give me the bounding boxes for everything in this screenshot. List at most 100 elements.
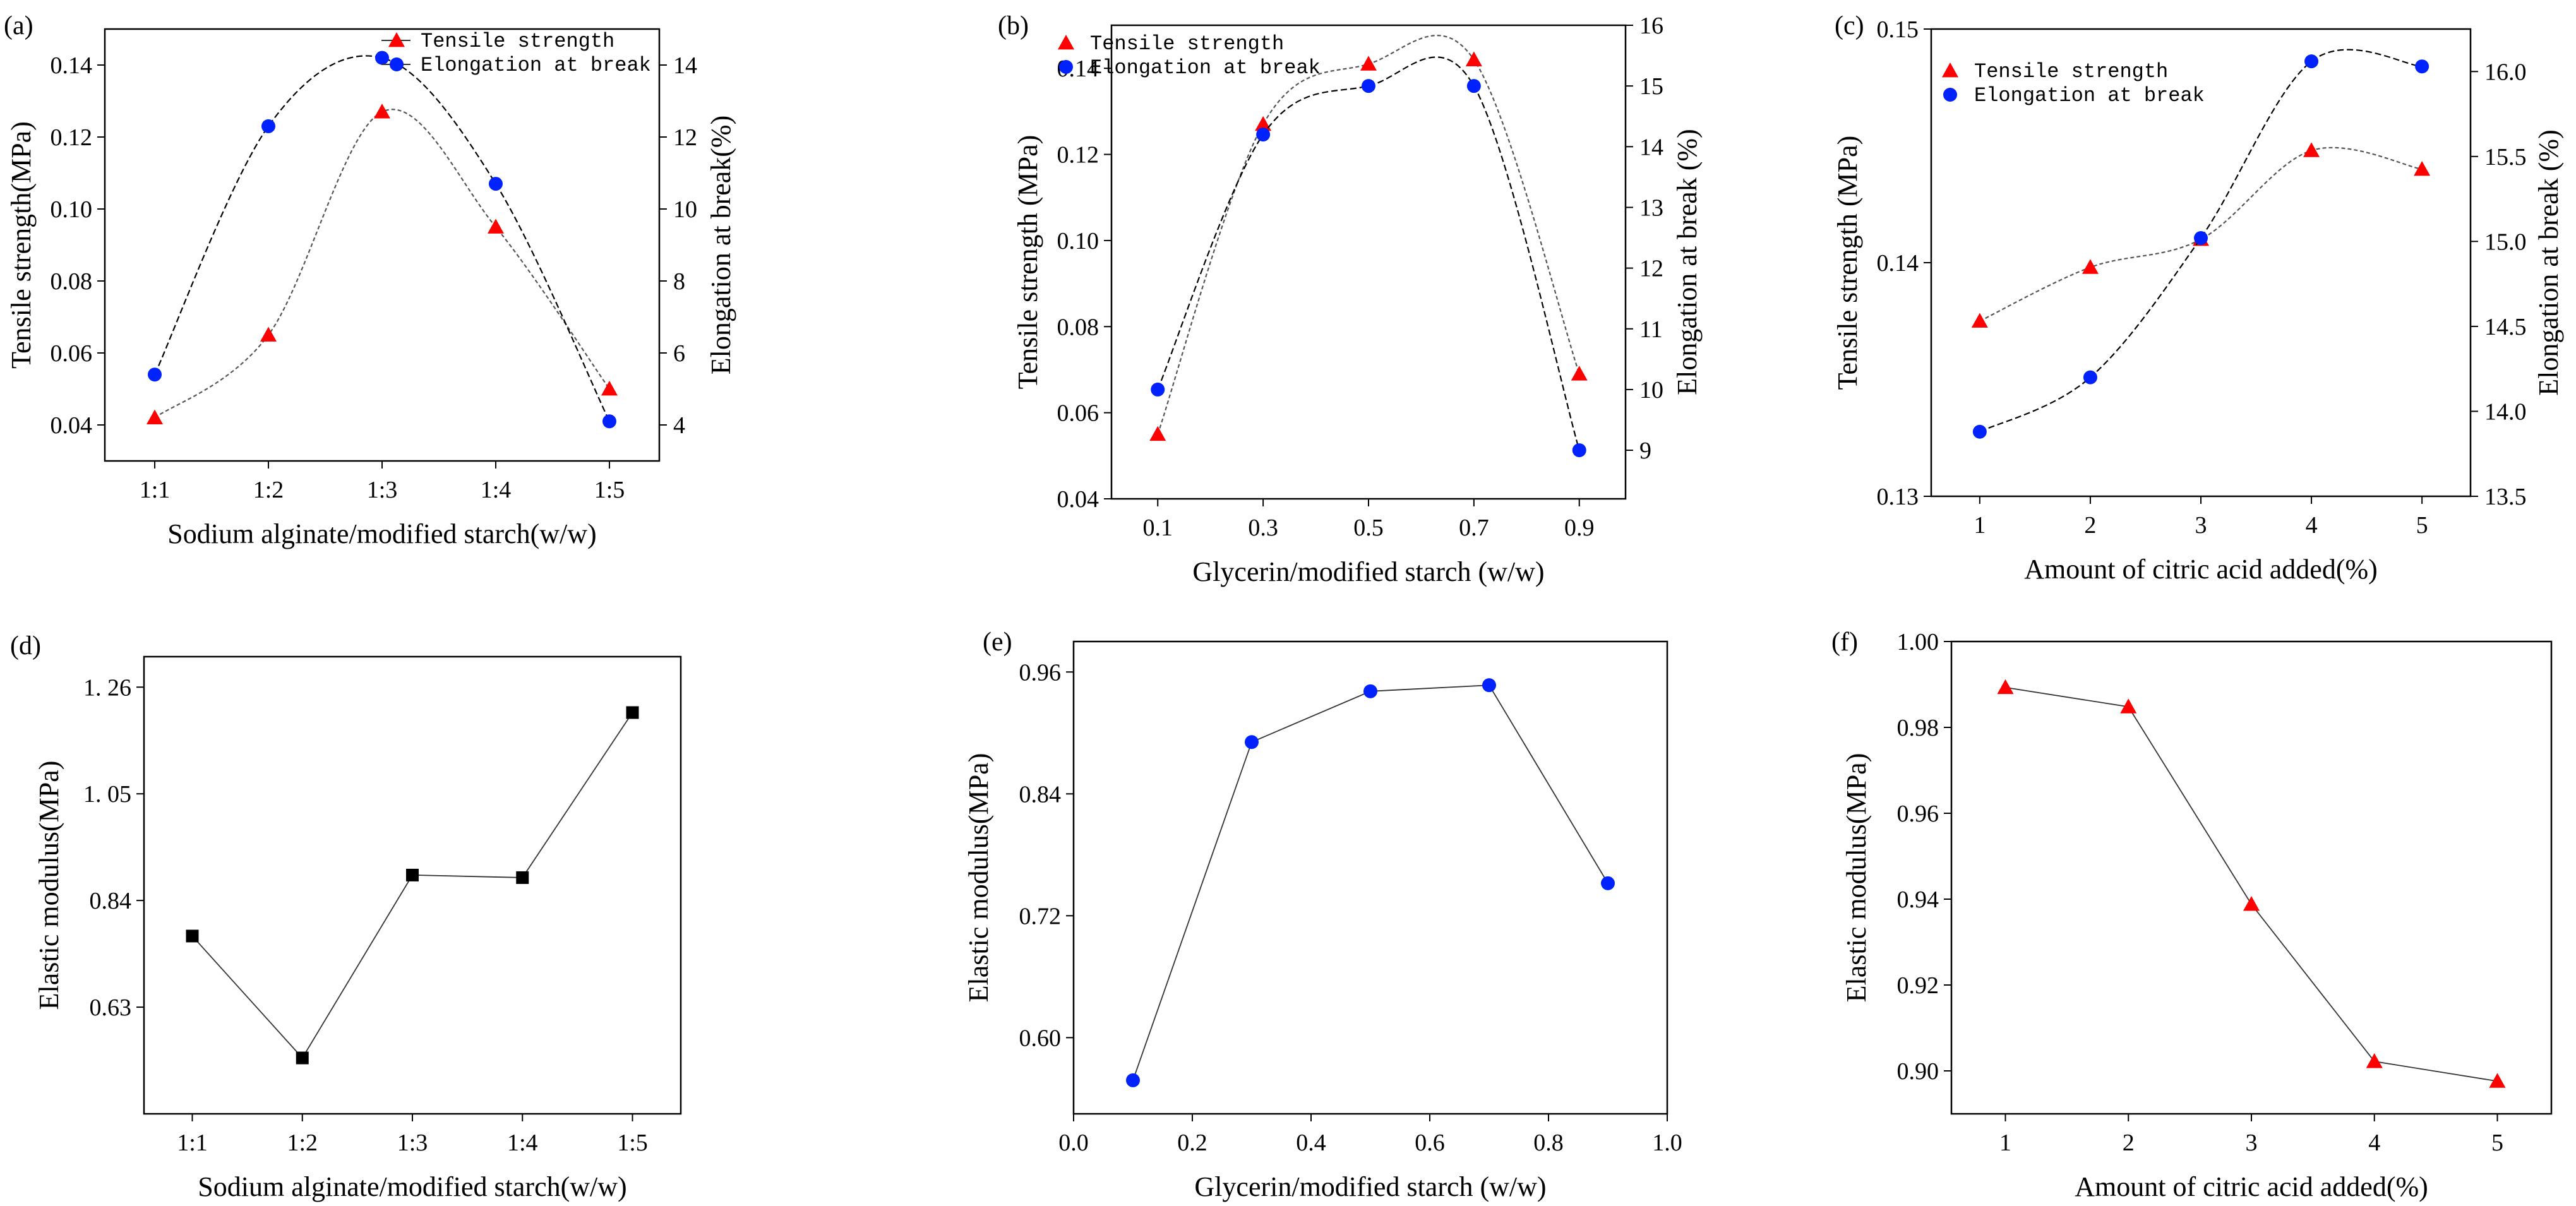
data-point-0-1	[1245, 735, 1259, 749]
y-tick-label: 0.14	[51, 52, 93, 79]
data-point-1-0	[1151, 382, 1165, 397]
data-point-1-0	[1972, 424, 1987, 439]
plot-frame	[1110, 24, 1627, 500]
legend-marker-0	[388, 32, 405, 47]
y-tick-label: 0.06	[1057, 400, 1099, 427]
x-tick-label: 1:3	[367, 477, 398, 503]
data-point-0-0	[1997, 679, 2014, 695]
data-point-0-2	[406, 868, 419, 881]
y2-tick-label: 14.0	[2484, 398, 2527, 425]
y2-tick-label: 15.5	[2484, 144, 2527, 170]
data-point-0-3	[516, 871, 529, 884]
x-tick-label: 0.1	[1143, 515, 1173, 541]
x-tick-label: 1:5	[617, 1130, 648, 1156]
legend-label-1: Elongation at break	[1974, 84, 2205, 107]
legend-label-0: Tensile strength	[421, 30, 614, 53]
data-point-1-1	[1256, 128, 1271, 142]
y2-tick-label: 10	[673, 196, 697, 223]
y-axis-label: Tensile strength(MPa)	[6, 121, 37, 369]
panel-label: (a)	[4, 11, 33, 40]
y2-axis-label: Elongation at break (%)	[2533, 129, 2564, 396]
data-point-0-0	[1971, 313, 1988, 328]
x-tick-label: 0.7	[1459, 515, 1489, 541]
y2-axis-label: Elongation at break (%)	[1672, 129, 1703, 395]
y2-tick-label: 4	[673, 412, 685, 439]
y-tick-label: 0.10	[1057, 228, 1099, 254]
y2-tick-label: 14.5	[2484, 314, 2527, 340]
y-tick-label: 0.98	[1897, 715, 1939, 741]
x-tick-label: 1	[1974, 512, 1986, 539]
y2-tick-label: 15	[1639, 73, 1663, 100]
panel-label: (e)	[983, 628, 1012, 657]
data-point-0-2	[2243, 896, 2260, 911]
x-axis-label: Amount of citric acid added(%)	[2024, 554, 2378, 585]
x-axis-label: Glycerin/modified starch (w/w)	[1192, 556, 1544, 587]
y-tick-label: 0.12	[1057, 142, 1099, 169]
y-tick-label: 0.60	[1019, 1025, 1062, 1051]
y2-tick-label: 10	[1639, 377, 1663, 403]
data-point-0-4	[1601, 876, 1615, 890]
series-line-0	[191, 712, 633, 1060]
x-tick-label: 2	[2084, 512, 2096, 539]
y2-tick-label: 14	[673, 52, 697, 79]
data-point-1-3	[488, 177, 503, 191]
data-point-0-0	[1126, 1073, 1140, 1087]
legend-label-0: Tensile strength	[1974, 60, 2168, 83]
y2-tick-label: 16.0	[2484, 59, 2527, 85]
data-point-0-4	[2414, 161, 2431, 176]
x-tick-label: 3	[2195, 512, 2207, 539]
data-point-1-1	[261, 119, 276, 133]
y-tick-label: 0.94	[1897, 887, 1939, 913]
data-point-0-4	[2489, 1073, 2506, 1088]
data-point-1-3	[2304, 54, 2319, 69]
legend-marker-1	[1943, 88, 1957, 102]
data-point-0-1	[260, 326, 277, 342]
data-point-1-2	[375, 51, 389, 65]
x-tick-label: 1:1	[140, 477, 171, 503]
series-line-0	[1157, 35, 1580, 435]
data-point-0-2	[1363, 684, 1377, 698]
plot-frame	[1072, 640, 1668, 1115]
data-point-0-2	[374, 104, 390, 119]
x-tick-label: 4	[2368, 1130, 2380, 1156]
y-tick-label: 0.13	[1877, 484, 1919, 510]
data-point-0-0	[186, 929, 199, 943]
y-tick-label: 0.15	[1877, 16, 1919, 43]
y2-tick-label: 12	[1639, 256, 1663, 282]
data-point-1-3	[1466, 79, 1481, 93]
x-tick-label: 0.6	[1415, 1130, 1445, 1156]
y-tick-label: 1. 05	[83, 781, 131, 808]
x-tick-label: 1	[1999, 1130, 2011, 1156]
data-point-0-3	[487, 218, 504, 234]
y-tick-label: 0.04	[1057, 486, 1099, 513]
chart-panel-3: (d) 1:1 1:2 1:3 1:4 1:5 0.63 0.84 1. 05 1. 26 Sodi…	[10, 631, 682, 1202]
x-tick-label: 1:2	[253, 477, 284, 503]
data-point-0-3	[1482, 678, 1496, 693]
y-tick-label: 0.72	[1019, 903, 1062, 929]
data-point-0-1	[1255, 116, 1272, 131]
y-tick-label: 0.84	[1019, 781, 1062, 808]
x-tick-label: 1:1	[177, 1130, 208, 1156]
x-axis-label: Glycerin/modified starch (w/w)	[1194, 1171, 1546, 1202]
legend-marker-0	[1058, 35, 1074, 50]
y-axis-label: Elastic modulus(MPa)	[1841, 753, 1872, 1003]
data-point-0-3	[2366, 1053, 2383, 1068]
y2-tick-label: 14	[1639, 134, 1663, 160]
y-tick-label: 1.00	[1897, 629, 1939, 655]
series-line-0	[154, 109, 610, 419]
legend-label-1: Elongation at break	[421, 54, 651, 77]
y-tick-label: 1. 26	[83, 674, 131, 701]
data-point-0-2	[1360, 56, 1377, 71]
series-line-1	[154, 55, 610, 422]
data-point-1-4	[1572, 443, 1586, 458]
x-axis-label: Sodium alginate/modified starch(w/w)	[198, 1171, 626, 1202]
chart-panel-0: (a) 1:1 1:2 1:3 1:4 1:5 0.04 0.06 0.08 0.10 0.12 0.…	[4, 11, 736, 549]
chart-panel-4: (e) 0.0 0.2 0.4 0.6 0.8 1.0 0.60 0.72 0.84 0.96 Gly…	[963, 628, 1682, 1202]
y-axis-label: Elastic modulus(MPa)	[33, 761, 64, 1010]
y-axis-label: Tensile strength (MPa)	[1832, 136, 1863, 390]
y-tick-label: 0.10	[51, 196, 93, 223]
plot-frame	[1950, 640, 2553, 1115]
y2-tick-label: 6	[673, 340, 685, 367]
